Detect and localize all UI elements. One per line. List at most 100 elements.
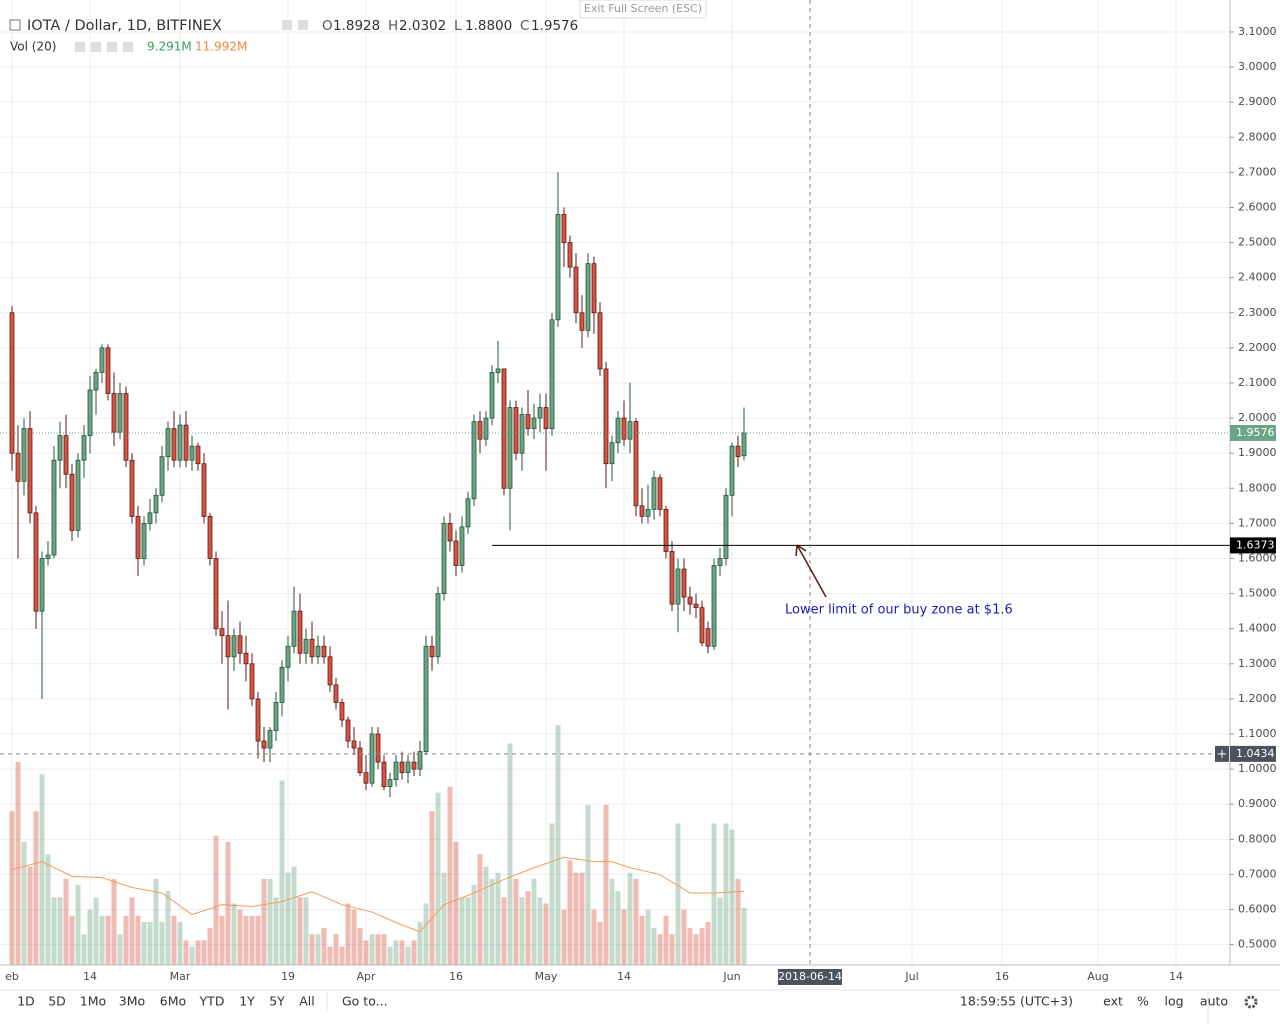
- scale-option[interactable]: auto: [1200, 994, 1228, 1009]
- scale-option[interactable]: ext: [1103, 994, 1123, 1009]
- candle-body: [333, 684, 339, 703]
- volume-bar: [177, 921, 183, 965]
- candle-body: [75, 459, 81, 531]
- range-button[interactable]: YTD: [199, 994, 225, 1009]
- scale-option[interactable]: %: [1137, 994, 1149, 1009]
- candle-body: [381, 761, 387, 788]
- volume-bar: [567, 860, 573, 965]
- scale-option[interactable]: log: [1164, 994, 1183, 1009]
- volume-bar: [741, 907, 747, 965]
- ohlc-label: O: [322, 18, 333, 34]
- range-button[interactable]: 5D: [48, 994, 66, 1009]
- candle-body: [657, 477, 663, 510]
- volume-bar: [165, 891, 171, 965]
- candle-body: [21, 428, 27, 482]
- candle-body: [183, 424, 189, 461]
- candle-body: [405, 761, 411, 774]
- volume-bar: [495, 872, 501, 965]
- candle-body: [465, 498, 471, 528]
- volume-bar: [303, 897, 309, 965]
- volume-bar: [729, 829, 735, 965]
- candle-body: [603, 368, 609, 465]
- candle-body: [267, 730, 273, 749]
- volume-bar: [699, 928, 705, 965]
- study-icon[interactable]: [91, 42, 101, 52]
- y-tick-label: 2.1000: [1238, 376, 1277, 389]
- range-button[interactable]: 3Mo: [119, 994, 145, 1009]
- volume-bar: [597, 921, 603, 965]
- volume-bar: [681, 909, 687, 965]
- range-button[interactable]: 1D: [17, 994, 35, 1009]
- y-tick-label: 1.6000: [1238, 551, 1277, 564]
- range-button[interactable]: 6Mo: [160, 994, 186, 1009]
- study-icon[interactable]: [107, 42, 117, 52]
- candle-body: [645, 508, 651, 517]
- candle-body: [147, 512, 153, 524]
- candle-body: [321, 645, 327, 658]
- study-icon[interactable]: [282, 20, 292, 30]
- volume-bar: [231, 903, 237, 965]
- volume-bar: [561, 909, 567, 965]
- candle-body: [93, 372, 99, 391]
- arrow-head: [795, 544, 807, 557]
- volume-bar: [369, 934, 375, 965]
- volume-bar: [585, 805, 591, 965]
- volume-bar: [45, 854, 51, 965]
- volume-bar: [639, 915, 645, 965]
- volume-bar: [609, 878, 615, 965]
- volume-bar: [435, 792, 441, 965]
- goto-button[interactable]: Go to...: [342, 994, 388, 1009]
- volume-bar: [519, 897, 525, 965]
- volume-bar: [417, 921, 423, 965]
- volume-bar: [135, 915, 141, 965]
- volume-bar: [213, 835, 219, 965]
- candle-body: [711, 565, 717, 647]
- volume-bar: [171, 915, 177, 965]
- candle-body: [717, 558, 723, 566]
- candle-body: [327, 656, 333, 686]
- volume-bar: [465, 897, 471, 965]
- candle-body: [249, 663, 255, 700]
- candle-body: [411, 761, 417, 770]
- y-tick-label: 1.4000: [1238, 622, 1277, 635]
- study-icon[interactable]: [75, 42, 85, 52]
- y-tick-label: 1.2000: [1238, 692, 1277, 705]
- volume-bar: [501, 897, 507, 965]
- candle-body: [627, 421, 633, 440]
- x-tick-label: 16: [995, 970, 1009, 983]
- candle-body: [417, 751, 423, 770]
- candle-body: [63, 435, 69, 475]
- volume-bar: [531, 878, 537, 965]
- range-button[interactable]: 1Mo: [80, 994, 106, 1009]
- range-button[interactable]: 1Y: [239, 994, 255, 1009]
- volume-bar: [657, 934, 663, 965]
- settings-gear[interactable]: [1244, 995, 1258, 1009]
- range-button[interactable]: All: [299, 994, 315, 1009]
- level-label: 1.6373: [1236, 538, 1275, 551]
- y-tick-label: 1.5000: [1238, 587, 1277, 600]
- study-icon[interactable]: [123, 42, 133, 52]
- volume-bar: [429, 811, 435, 965]
- volume-bar: [207, 928, 213, 965]
- candle-body: [519, 414, 525, 454]
- candle-body: [243, 652, 249, 665]
- volume-bar: [243, 915, 249, 965]
- candle-body: [681, 568, 687, 598]
- volume-bar: [141, 921, 147, 965]
- candle-body: [117, 393, 123, 433]
- candle-body: [393, 761, 399, 781]
- exit-fullscreen-button[interactable]: [579, 0, 707, 19]
- y-tick-label: 3.1000: [1238, 25, 1277, 38]
- candle-body: [201, 463, 207, 517]
- candle-body: [723, 494, 729, 559]
- collapse-icon[interactable]: [9, 19, 21, 31]
- volume-bar: [273, 897, 279, 965]
- candle-body: [339, 702, 345, 721]
- range-button[interactable]: 5Y: [269, 994, 285, 1009]
- candle-body: [513, 407, 519, 454]
- study-icon[interactable]: [298, 20, 308, 30]
- y-tick-label: 2.2000: [1238, 341, 1277, 354]
- candle-body: [579, 312, 585, 331]
- candle-body: [675, 568, 681, 605]
